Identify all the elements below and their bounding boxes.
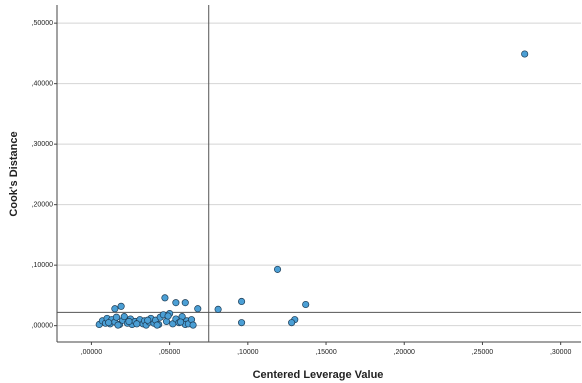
x-tick-label: ,15000 xyxy=(315,349,337,356)
y-tick-label: ,50000 xyxy=(32,20,54,27)
point xyxy=(521,50,529,58)
point xyxy=(238,297,246,306)
x-axis-title: Centered Leverage Value xyxy=(253,369,384,381)
point xyxy=(238,319,246,327)
x-tick-label: ,30000 xyxy=(550,349,572,356)
y-tick-label: ,10000 xyxy=(32,262,54,269)
point xyxy=(194,305,202,313)
point xyxy=(181,299,189,307)
point xyxy=(111,305,119,313)
x-tick-label: ,25000 xyxy=(472,349,494,356)
y-tick-label: ,20000 xyxy=(32,202,54,209)
point xyxy=(112,313,120,321)
point xyxy=(153,321,161,329)
y-tick-label: ,00000 xyxy=(32,323,54,330)
y-axis-title: Cook's Distance xyxy=(8,131,20,216)
point xyxy=(105,319,113,327)
point xyxy=(302,300,310,309)
point xyxy=(120,313,128,321)
x-tick-label: ,10000 xyxy=(237,349,259,356)
point xyxy=(214,305,222,313)
point xyxy=(133,320,141,328)
point xyxy=(177,318,185,326)
x-tick-label: ,05000 xyxy=(159,349,181,356)
point xyxy=(172,299,180,307)
point xyxy=(114,321,122,329)
x-tick-label: ,00000 xyxy=(81,349,103,356)
point xyxy=(189,321,197,329)
point xyxy=(125,317,133,325)
point xyxy=(288,319,296,327)
y-tick-label: ,30000 xyxy=(32,141,54,148)
point xyxy=(164,312,172,320)
y-tick-label: ,40000 xyxy=(32,80,54,87)
point xyxy=(161,294,169,302)
point xyxy=(144,316,152,324)
point xyxy=(273,265,282,273)
point xyxy=(117,302,125,310)
x-tick-label: ,20000 xyxy=(394,349,416,356)
